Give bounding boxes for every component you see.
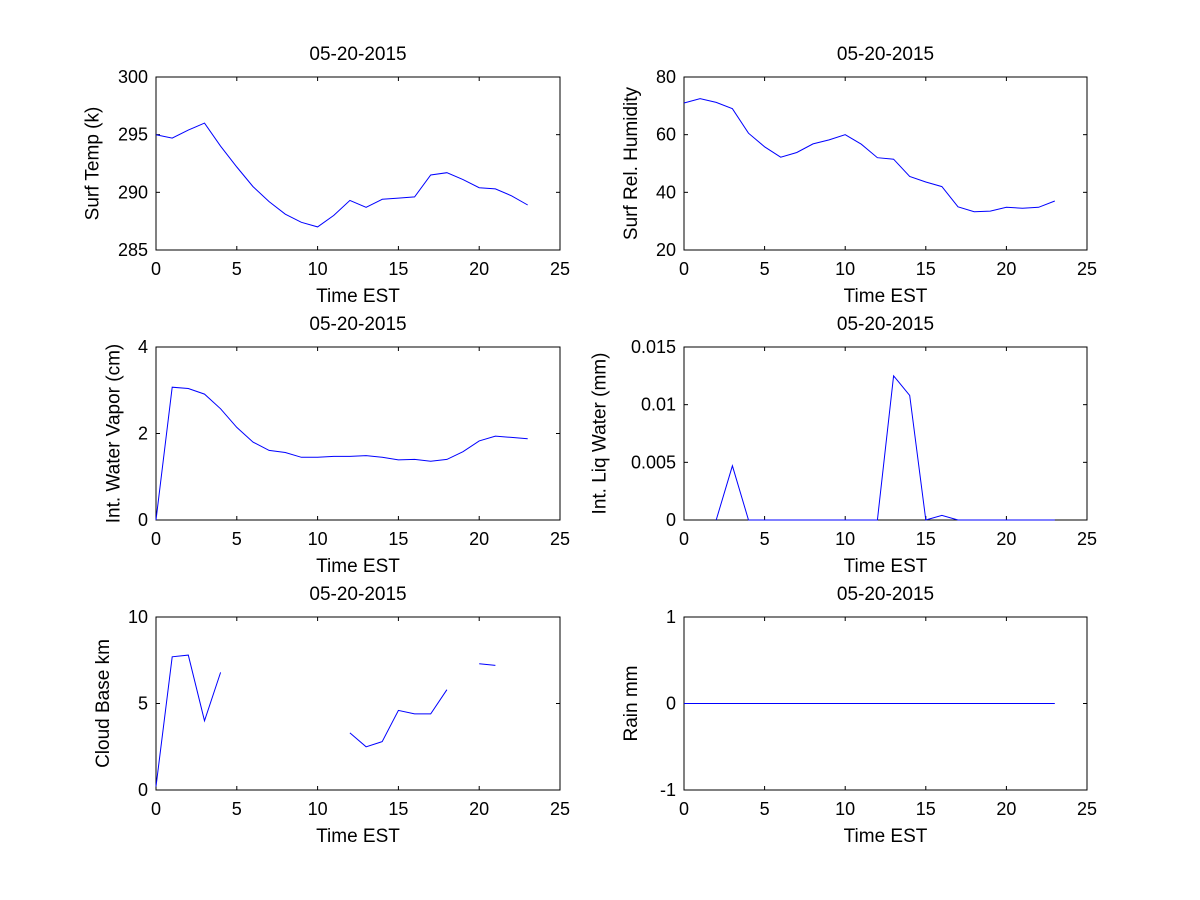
x-tick-label: 10 — [308, 529, 328, 549]
y-tick-label: 0 — [138, 780, 148, 800]
y-tick-label: 0.015 — [631, 337, 676, 357]
subplot-3: 0 5 10 15 20 25 0 2 4 05-20-2015 Time EST Int. Wate… — [104, 314, 571, 577]
subplot-1: 0 5 10 15 20 25 285 290 295 300 05-20-2015 Time EST… — [83, 44, 571, 307]
y-tick-label: 5 — [138, 694, 148, 714]
x-tick-label: 0 — [679, 799, 689, 819]
x-tick-label: 10 — [308, 799, 328, 819]
y-tick-label: 80 — [656, 67, 676, 87]
x-tick-label: 15 — [388, 529, 408, 549]
x-tick-label: 5 — [232, 529, 242, 549]
x-tick-label: 5 — [760, 529, 770, 549]
y-tick-label: 60 — [656, 125, 676, 145]
x-tick-label: 5 — [760, 799, 770, 819]
chart-title: 05-20-2015 — [837, 584, 934, 605]
x-axis-label: Time EST — [316, 826, 400, 847]
y-tick-label: 0.005 — [631, 452, 676, 472]
axes-box — [155, 346, 561, 521]
y-tick-label: 40 — [656, 182, 676, 202]
subplot-4: 0 5 10 15 20 25 0 0.005 0.01 0.015 05-20-2015 Time … — [590, 314, 1098, 577]
chart-title: 05-20-2015 — [837, 314, 934, 335]
y-axis-label: Rain mm — [621, 665, 642, 741]
x-tick-label: 10 — [835, 799, 855, 819]
chart-title: 05-20-2015 — [309, 44, 406, 65]
x-axis-label: Time EST — [844, 286, 928, 307]
y-tick-label: 290 — [118, 182, 148, 202]
chart-title: 05-20-2015 — [309, 584, 406, 605]
x-tick-label: 20 — [469, 259, 489, 279]
series-line-1 — [683, 98, 1055, 213]
x-tick-label: 5 — [232, 259, 242, 279]
chart-title: 05-20-2015 — [309, 314, 406, 335]
x-tick-label: 25 — [1077, 529, 1097, 549]
y-tick-label: 285 — [118, 240, 148, 260]
y-tick-label: 0 — [666, 510, 676, 530]
x-axis-label: Time EST — [844, 826, 928, 847]
series-line-1 — [155, 122, 528, 228]
y-tick-label: 4 — [138, 337, 148, 357]
y-tick-label: 295 — [118, 125, 148, 145]
y-axis-label: Int. Water Vapor (cm) — [104, 344, 125, 523]
x-tick-label: 5 — [232, 799, 242, 819]
x-tick-label: 20 — [469, 529, 489, 549]
y-axis-label: Cloud Base km — [93, 639, 114, 768]
axes-box — [155, 76, 561, 251]
subplot-5: 0 5 10 15 20 25 0 5 10 05-20-2015 Time EST Cloud Ba… — [93, 584, 570, 847]
x-tick-label: 0 — [151, 259, 161, 279]
x-tick-label: 15 — [916, 259, 936, 279]
x-tick-label: 15 — [916, 799, 936, 819]
y-tick-label: 0 — [666, 694, 676, 714]
x-tick-label: 20 — [996, 529, 1016, 549]
x-tick-label: 20 — [996, 799, 1016, 819]
y-tick-label: 1 — [666, 607, 676, 627]
x-tick-label: 25 — [550, 259, 570, 279]
x-tick-label: 15 — [388, 799, 408, 819]
y-axis-label: Surf Rel. Humidity — [621, 86, 642, 240]
x-tick-label: 25 — [550, 799, 570, 819]
x-tick-label: 0 — [151, 799, 161, 819]
x-tick-label: 0 — [679, 529, 689, 549]
subplot-2: 0 5 10 15 20 25 20 40 60 80 05-20-2015 Time EST Surf… — [621, 44, 1097, 307]
x-tick-label: 5 — [760, 259, 770, 279]
x-tick-label: 10 — [308, 259, 328, 279]
x-tick-label: 15 — [916, 529, 936, 549]
x-tick-label: 20 — [469, 799, 489, 819]
x-tick-label: 10 — [835, 529, 855, 549]
series-line-1 — [155, 654, 496, 787]
chart-title: 05-20-2015 — [837, 44, 934, 65]
x-tick-label: 0 — [679, 259, 689, 279]
y-tick-label: 2 — [138, 424, 148, 444]
x-axis-label: Time EST — [316, 556, 400, 577]
axes-box — [683, 346, 1088, 521]
x-tick-label: 0 — [151, 529, 161, 549]
x-tick-label: 20 — [996, 259, 1016, 279]
series-line-1 — [155, 386, 528, 521]
axes-box — [155, 616, 561, 791]
x-tick-label: 25 — [550, 529, 570, 549]
y-tick-label: 300 — [118, 67, 148, 87]
x-tick-label: 10 — [835, 259, 855, 279]
axes-box — [683, 76, 1088, 251]
x-axis-label: Time EST — [316, 286, 400, 307]
y-tick-label: -1 — [660, 780, 676, 800]
x-tick-label: 25 — [1077, 259, 1097, 279]
x-tick-label: 15 — [388, 259, 408, 279]
y-axis-label: Surf Temp (k) — [83, 107, 104, 221]
y-tick-label: 20 — [656, 240, 676, 260]
y-tick-label: 0.01 — [641, 395, 676, 415]
y-tick-label: 10 — [128, 607, 148, 627]
y-tick-label: 0 — [138, 510, 148, 530]
y-axis-label: Int. Liq Water (mm) — [590, 353, 611, 515]
x-tick-label: 25 — [1077, 799, 1097, 819]
x-axis-label: Time EST — [844, 556, 928, 577]
series-line-1 — [715, 374, 1055, 521]
